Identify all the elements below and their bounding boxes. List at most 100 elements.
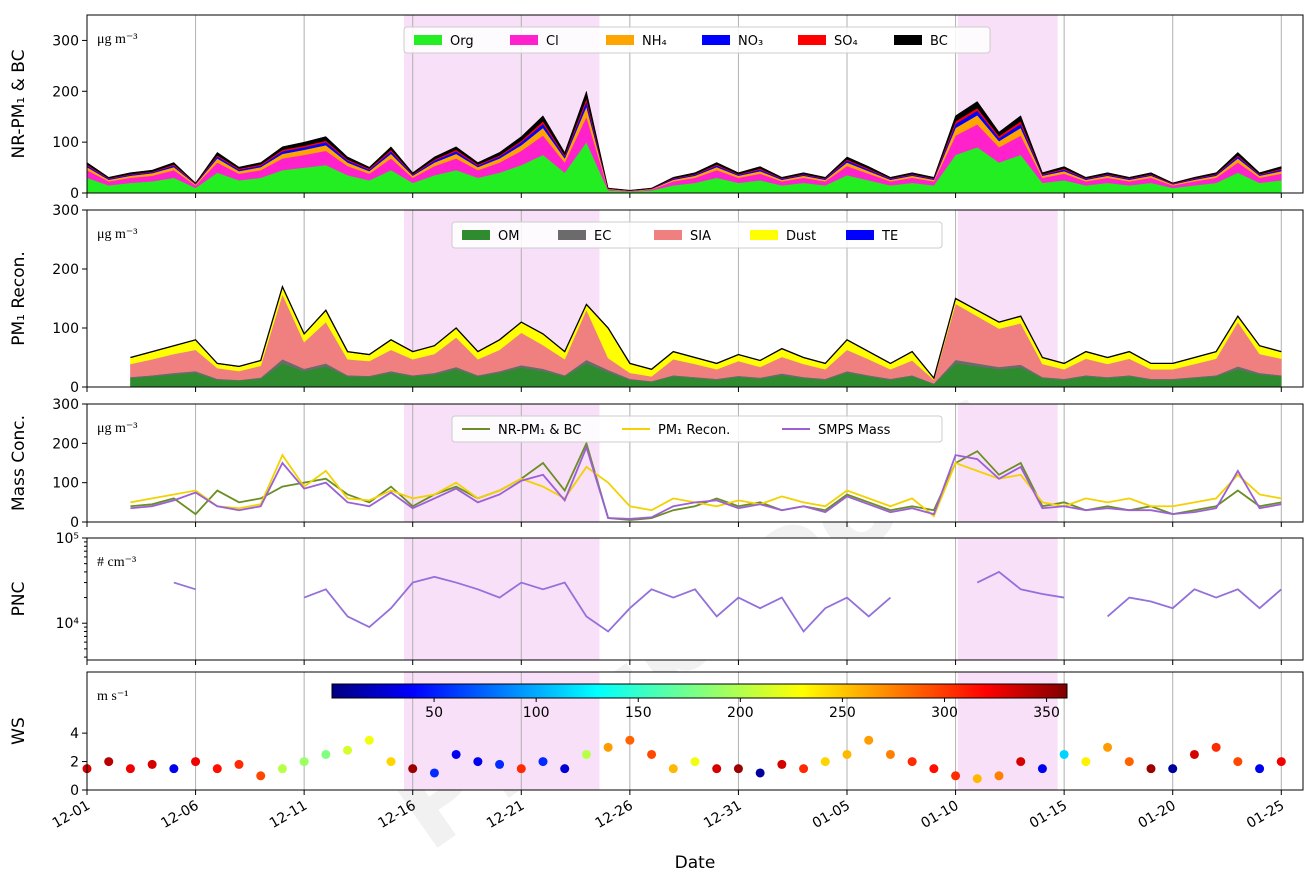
y-tick-label: 2 xyxy=(70,755,79,771)
point xyxy=(994,771,1004,781)
point xyxy=(516,764,526,774)
colorbar-tick-label: 100 xyxy=(523,705,550,721)
y-tick-label: 4 xyxy=(70,726,79,742)
point xyxy=(343,745,353,755)
legend-label: TE xyxy=(881,229,898,244)
legend-label: Cl xyxy=(546,34,559,49)
y-axis-label: PM₁ Recon. xyxy=(9,251,29,346)
legend-swatch xyxy=(606,35,634,45)
point xyxy=(1233,757,1243,767)
panel: 0 100 200 300 Mass Conc. μg m⁻³ NR-PM₁ & BC PM₁… xyxy=(9,397,1304,531)
point xyxy=(625,735,635,745)
legend-swatch xyxy=(510,35,538,45)
point xyxy=(777,759,787,769)
point xyxy=(1016,757,1026,767)
y-tick-label: 300 xyxy=(52,203,79,219)
point xyxy=(104,757,114,767)
legend-swatch xyxy=(702,35,730,45)
legend-label: EC xyxy=(594,229,611,244)
y-axis-label: PNC xyxy=(9,582,29,617)
legend-label: BC xyxy=(930,34,948,49)
x-tick-label: 12-06 xyxy=(158,798,201,832)
y-tick-label: 100 xyxy=(52,135,79,151)
point xyxy=(1276,757,1286,767)
point xyxy=(1059,749,1069,759)
unit-label: μg m⁻³ xyxy=(97,32,137,47)
point xyxy=(929,764,939,774)
point xyxy=(386,757,396,767)
legend-box xyxy=(451,415,943,443)
y-tick-label: 200 xyxy=(52,262,79,278)
panel: 0 100 200 300 PM₁ Recon. μg m⁻³ OM EC SIA Dust TE xyxy=(9,203,1304,396)
colorbar-tick-label: 50 xyxy=(425,705,443,721)
point xyxy=(603,742,613,752)
colorbar-tick-label: 300 xyxy=(931,705,958,721)
frame xyxy=(86,537,1304,661)
point xyxy=(951,771,961,781)
shaded-span xyxy=(404,538,600,660)
point xyxy=(495,759,505,769)
colorbar-tick-label: 200 xyxy=(727,705,754,721)
point xyxy=(842,749,852,759)
point xyxy=(256,771,266,781)
legend-swatch xyxy=(414,35,442,45)
point xyxy=(1103,742,1113,752)
point xyxy=(864,735,874,745)
y-tick-label: 200 xyxy=(52,84,79,100)
point xyxy=(191,757,201,767)
point xyxy=(147,759,157,769)
point xyxy=(820,757,830,767)
shaded-span xyxy=(957,538,1058,660)
point xyxy=(125,764,135,774)
point xyxy=(885,749,895,759)
x-tick-label: 12-11 xyxy=(267,798,310,832)
legend-swatch xyxy=(558,230,586,240)
frame xyxy=(86,403,1304,523)
panel: 0 100 200 300 NR-PM₁ & BC μg m⁻³ Org Cl NH₄ NO₃ SO… xyxy=(9,14,1304,202)
y-tick-label: 10⁵ xyxy=(56,531,79,547)
legend-label: OM xyxy=(498,229,519,244)
y-tick-label: 0 xyxy=(70,186,79,202)
x-tick-label: 01-05 xyxy=(810,798,853,832)
frame xyxy=(86,209,1304,388)
point xyxy=(1168,764,1178,774)
legend-label: Dust xyxy=(786,229,816,244)
area xyxy=(86,90,1282,191)
panel: 10⁴ 10⁵ PNC # cm⁻³ xyxy=(9,531,1304,665)
point xyxy=(1189,749,1199,759)
unit-label: μg m⁻³ xyxy=(97,227,137,242)
point xyxy=(364,735,374,745)
legend-swatch xyxy=(462,230,490,240)
point xyxy=(321,749,331,759)
legend-box xyxy=(403,26,991,54)
point xyxy=(1124,757,1134,767)
point xyxy=(972,774,982,784)
point xyxy=(733,764,743,774)
y-tick-label: 10⁴ xyxy=(56,616,80,632)
outline xyxy=(130,284,1282,380)
point xyxy=(451,749,461,759)
legend-label: SO₄ xyxy=(834,34,858,49)
legend-label: SMPS Mass xyxy=(818,423,891,438)
line xyxy=(130,453,1282,518)
line xyxy=(976,570,1065,599)
y-axis-label: WS xyxy=(9,717,29,745)
legend-label: Org xyxy=(450,34,474,49)
point xyxy=(408,764,418,774)
x-tick-label: 12-26 xyxy=(593,798,636,832)
frame xyxy=(86,14,1304,194)
line xyxy=(1106,588,1282,618)
x-tick-label: 01-10 xyxy=(918,798,961,832)
point xyxy=(712,764,722,774)
legend-label: PM₁ Recon. xyxy=(658,423,730,438)
point xyxy=(647,749,657,759)
shaded-span xyxy=(957,404,1058,522)
point xyxy=(799,764,809,774)
x-tick-label: 12-31 xyxy=(701,798,744,832)
point xyxy=(581,749,591,759)
line xyxy=(303,575,892,633)
x-axis-label: Date xyxy=(675,853,716,873)
colorbar xyxy=(331,683,1068,699)
y-axis-label: NR-PM₁ & BC xyxy=(9,49,29,158)
point xyxy=(169,764,179,774)
